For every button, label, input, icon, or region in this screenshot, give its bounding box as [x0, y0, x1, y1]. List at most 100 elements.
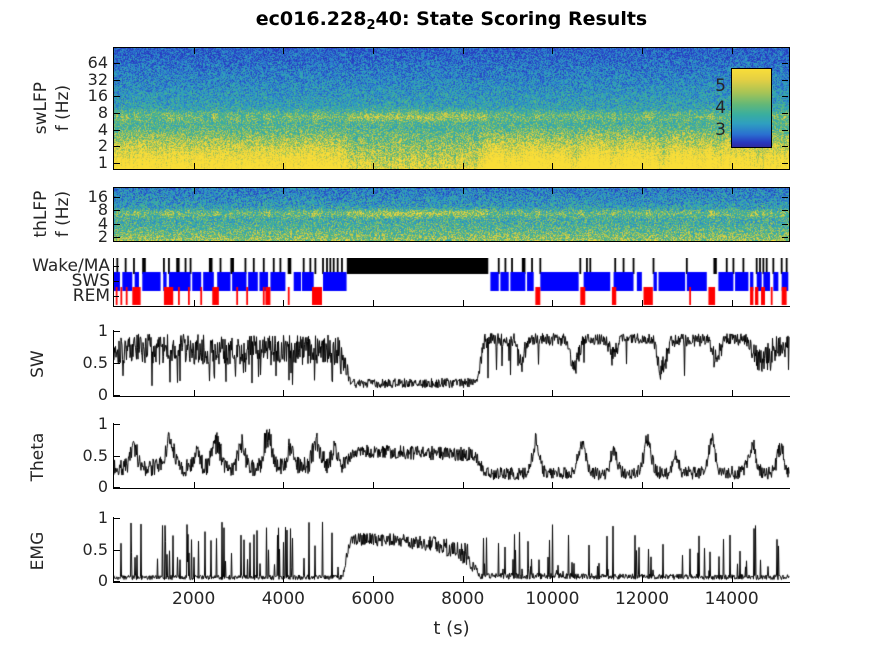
x-tick-label: 12000 — [614, 589, 670, 609]
x-tick-mark — [642, 48, 644, 54]
x-tick-mark — [642, 300, 644, 306]
x-tick-mark — [552, 188, 554, 194]
x-tick-mark — [283, 48, 285, 54]
y-tick-mark — [114, 518, 120, 519]
y-tick-mark — [114, 237, 120, 238]
x-tick-label: 10000 — [525, 589, 580, 609]
swlfp-y-tick-label: 4 — [97, 119, 108, 139]
x-tick-mark — [731, 482, 733, 488]
x-tick-mark — [552, 48, 554, 54]
emg-trace-panel — [113, 517, 790, 583]
theta-trace-canvas — [114, 423, 790, 488]
figure-title: ec016.228240: State Scoring Results — [113, 8, 790, 33]
x-tick-mark — [731, 163, 733, 169]
y-tick-mark — [782, 223, 788, 225]
trace-y-tick-label: 0 — [97, 385, 108, 404]
x-tick-mark — [283, 390, 285, 396]
x-tick-mark — [552, 576, 554, 582]
x-tick-mark — [462, 300, 464, 306]
trace-y-tick-label: 1 — [97, 508, 108, 527]
colorbar-tick-label: 4 — [715, 98, 726, 118]
x-tick-mark — [193, 188, 195, 194]
y-tick-mark — [114, 210, 120, 212]
y-tick-mark — [114, 331, 120, 332]
x-tick-label: 4000 — [261, 589, 305, 609]
y-tick-mark — [114, 549, 120, 551]
x-tick-mark — [373, 188, 375, 194]
x-tick-mark — [642, 576, 644, 582]
x-tick-mark — [462, 482, 464, 488]
x-tick-mark — [283, 300, 285, 306]
y-tick-mark — [114, 581, 120, 582]
emg-axis-label: EMG — [27, 531, 48, 571]
thlfp-y-tick-label: 2 — [97, 227, 108, 246]
title-prefix: ec016.228 — [255, 8, 367, 30]
swlfp-y-tick-label: 1 — [97, 153, 108, 172]
colorbar — [731, 68, 772, 148]
swlfp-y-tick-label: 16 — [87, 86, 108, 106]
trace-y-tick-label: 0.5 — [82, 353, 108, 372]
emg-trace-canvas — [114, 517, 790, 582]
x-tick-mark — [373, 482, 375, 488]
trace-y-tick-label: 0 — [97, 477, 108, 496]
y-tick-mark — [114, 79, 120, 81]
y-tick-mark — [114, 112, 120, 114]
y-tick-mark — [114, 395, 120, 396]
trace-y-tick-label: 0.5 — [82, 445, 108, 465]
y-tick-mark — [114, 96, 120, 98]
state-y-tick-mark — [114, 266, 119, 267]
x-tick-mark — [283, 576, 285, 582]
y-tick-mark — [114, 223, 120, 225]
state-label-wake: Wake/MA — [32, 256, 110, 276]
x-tick-mark — [373, 390, 375, 396]
state-y-tick-mark — [114, 281, 119, 282]
state-hypnogram-panel — [113, 258, 790, 307]
x-tick-mark — [193, 163, 195, 169]
x-tick-mark — [283, 163, 285, 169]
swlfp-y-tick-label: 64 — [87, 52, 108, 72]
x-tick-mark — [193, 390, 195, 396]
x-axis-label: t (s) — [433, 618, 470, 639]
swlfp-spectrogram-panel — [113, 47, 790, 170]
y-tick-mark — [114, 197, 120, 199]
y-tick-mark — [114, 455, 120, 457]
x-tick-label: 6000 — [351, 589, 395, 609]
x-tick-mark — [193, 482, 195, 488]
x-tick-label: 2000 — [172, 589, 216, 609]
colorbar-tick-label: 5 — [715, 76, 726, 96]
x-tick-mark — [731, 48, 733, 54]
y-tick-mark — [114, 62, 120, 64]
sw-trace-panel — [113, 330, 790, 397]
y-tick-mark — [782, 129, 788, 131]
x-tick-mark — [373, 576, 375, 582]
x-tick-mark — [552, 163, 554, 169]
x-tick-mark — [642, 482, 644, 488]
y-tick-mark — [782, 237, 788, 238]
x-tick-mark — [552, 300, 554, 306]
x-tick-mark — [731, 300, 733, 306]
swlfp-y-tick-label: 32 — [87, 69, 108, 89]
x-tick-label: 14000 — [704, 589, 759, 609]
y-tick-mark — [782, 112, 788, 114]
sw-trace-canvas — [114, 330, 790, 396]
thlfp-spectrogram-panel — [113, 187, 790, 242]
x-tick-mark — [462, 163, 464, 169]
y-tick-mark — [114, 487, 120, 488]
x-tick-mark — [642, 390, 644, 396]
x-tick-mark — [283, 482, 285, 488]
swlfp-y-tick-label: 8 — [97, 102, 108, 122]
y-tick-mark — [782, 163, 788, 164]
x-tick-mark — [552, 390, 554, 396]
x-tick-mark — [373, 300, 375, 306]
trace-y-tick-label: 0 — [97, 571, 108, 590]
y-tick-mark — [114, 363, 120, 364]
y-tick-mark — [782, 62, 788, 64]
x-tick-mark — [283, 188, 285, 194]
y-tick-mark — [114, 146, 120, 148]
x-tick-mark — [462, 48, 464, 54]
trace-y-tick-label: 1 — [97, 321, 108, 340]
thlfp-y-tick-label: 16 — [87, 187, 108, 207]
x-tick-mark — [731, 576, 733, 582]
thlfp-y-tick-label: 4 — [97, 213, 108, 233]
x-tick-mark — [552, 482, 554, 488]
